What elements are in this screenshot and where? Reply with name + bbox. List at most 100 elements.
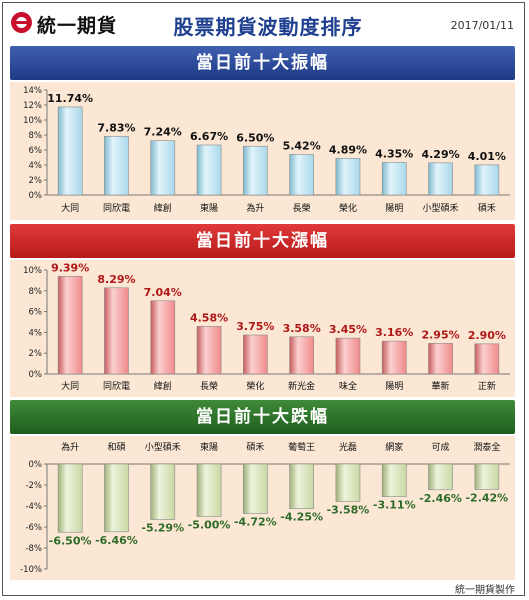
amplitude-chart-title: 當日前十大振幅 [10, 46, 515, 80]
losers-category-label: 潤泰全 [473, 441, 500, 453]
amplitude-category-label: 長榮 [293, 202, 311, 214]
gainers-chart-panel: 0% 2% 4% 6% 8% 10% 9.39% 大同 8.29% 同欣電 7.04% 緯創 4.58%… [10, 260, 515, 397]
losers-category-label: 小型碩禾 [145, 442, 181, 453]
losers-y-tick-label: 0% [29, 460, 43, 470]
amplitude-bar [289, 154, 314, 196]
amplitude-category-label: 同欣電 [103, 202, 130, 214]
amplitude-y-tick-label: 10% [23, 116, 42, 126]
losers-data-label: -5.00% [188, 519, 231, 532]
losers-bar [243, 463, 268, 514]
company-logo-icon [11, 12, 32, 33]
losers-data-label: -5.29% [141, 522, 184, 535]
report-date: 2017/01/11 [450, 19, 514, 32]
losers-category-label: 東陽 [200, 441, 218, 453]
amplitude-bar [104, 135, 129, 196]
losers-data-label: -4.25% [280, 511, 323, 524]
report-header: 統一期貨 股票期貨波動度排序 2017/01/11 [3, 3, 526, 47]
losers-bar [104, 463, 129, 533]
losers-bar [196, 463, 222, 517]
losers-category-label: 可成 [432, 441, 450, 453]
amplitude-bar [428, 162, 453, 196]
losers-y-tick-label: -6% [25, 523, 42, 533]
amplitude-data-label: 7.83% [97, 121, 135, 134]
losers-bar [474, 463, 500, 490]
losers-chart: 0% -2% -4% -6% -8% -10% -6.50% 為升 -6.46% 和碩 -5.29%… [20, 441, 510, 575]
gainers-data-label: 3.45% [329, 323, 367, 336]
gainers-y-tick-label: 4% [29, 328, 43, 338]
gainers-y-tick-label: 0% [29, 370, 43, 380]
gainers-data-label: 4.58% [190, 311, 228, 324]
losers-category-label: 為升 [61, 441, 79, 453]
gainers-data-label: 3.75% [236, 320, 274, 333]
gainers-data-label: 2.95% [421, 328, 459, 341]
amplitude-category-label: 為升 [246, 202, 264, 214]
gainers-category-label: 同欣電 [103, 380, 130, 392]
gainers-y-tick-label: 8% [29, 287, 43, 297]
gainers-bar [335, 337, 361, 375]
gainers-category-label: 榮化 [246, 380, 264, 392]
amplitude-data-label: 6.50% [236, 131, 274, 144]
losers-data-label: -3.11% [373, 499, 416, 512]
gainers-bar [104, 287, 129, 375]
amplitude-category-label: 緯創 [154, 202, 172, 214]
losers-bar [289, 463, 314, 509]
gainers-y-tick-label: 10% [23, 266, 42, 276]
page-title: 股票期貨波動度排序 [173, 15, 363, 39]
losers-data-label: -2.46% [419, 492, 462, 505]
gainers-y-tick-label: 2% [29, 349, 43, 359]
gainers-bar [381, 340, 407, 375]
gainers-category-label: 正新 [478, 380, 496, 392]
losers-bar [381, 463, 407, 497]
amplitude-bar [57, 106, 83, 196]
losers-data-label: -3.58% [327, 504, 370, 517]
losers-category-label: 光磊 [339, 441, 357, 453]
gainers-bar [474, 343, 500, 375]
losers-category-label: 和碩 [107, 442, 125, 453]
gainers-bar [150, 300, 176, 375]
gainers-chart-title: 當日前十大漲幅 [10, 224, 515, 258]
gainers-category-label: 大同 [61, 380, 79, 392]
amplitude-y-tick-label: 6% [29, 146, 43, 156]
gainers-bar [57, 276, 83, 375]
footer-credit: 統一期貨製作 [455, 585, 515, 596]
losers-chart-panel: 0% -2% -4% -6% -8% -10% -6.50% 為升 -6.46% 和碩 -5.29%… [10, 436, 515, 580]
company-name: 統一期貨 [37, 15, 118, 37]
amplitude-category-label: 東陽 [200, 202, 218, 214]
gainers-data-label: 9.39% [51, 261, 89, 274]
amplitude-bar [243, 145, 268, 196]
amplitude-chart: 0% 2% 4% 6% 8% 10% 12% 14% 11.74% 大同 7.83% 同欣電 7.24%… [23, 86, 510, 214]
losers-data-label: -4.72% [234, 516, 277, 529]
gainers-y-tick-label: 6% [29, 308, 43, 318]
amplitude-chart-panel: 0% 2% 4% 6% 8% 10% 12% 14% 11.74% 大同 7.83% 同欣電 7.24%… [10, 82, 515, 220]
losers-bar [150, 463, 176, 520]
amplitude-category-label: 陽明 [385, 203, 403, 214]
amplitude-data-label: 4.01% [468, 150, 506, 163]
gainers-category-label: 新光金 [288, 380, 315, 392]
amplitude-category-label: 碩禾 [478, 203, 496, 214]
losers-y-tick-label: -2% [25, 481, 42, 491]
gainers-chart: 0% 2% 4% 6% 8% 10% 9.39% 大同 8.29% 同欣電 7.04% 緯創 4.58%… [23, 261, 510, 392]
gainers-data-label: 3.58% [283, 322, 321, 335]
amplitude-bar [196, 144, 222, 196]
amplitude-data-label: 7.24% [144, 126, 182, 139]
losers-data-label: -6.46% [95, 534, 138, 547]
gainers-data-label: 2.90% [468, 329, 506, 342]
losers-bar [57, 463, 83, 533]
losers-category-label: 葡萄王 [288, 441, 315, 453]
losers-y-tick-label: -8% [25, 544, 42, 554]
gainers-bar [289, 336, 314, 375]
amplitude-data-label: 6.67% [190, 130, 228, 143]
losers-category-label: 碩禾 [246, 442, 264, 453]
gainers-data-label: 3.16% [375, 326, 413, 339]
amplitude-y-tick-label: 0% [29, 191, 43, 201]
amplitude-category-label: 小型碩禾 [423, 203, 459, 214]
gainers-bar [243, 334, 268, 375]
gainers-category-label: 陽明 [385, 381, 403, 392]
gainers-data-label: 8.29% [97, 273, 135, 286]
losers-y-tick-label: -4% [25, 502, 42, 512]
amplitude-data-label: 4.89% [329, 143, 367, 156]
amplitude-y-tick-label: 14% [23, 86, 42, 96]
amplitude-data-label: 4.29% [421, 148, 459, 161]
amplitude-bar [150, 140, 176, 196]
gainers-data-label: 7.04% [144, 286, 182, 299]
